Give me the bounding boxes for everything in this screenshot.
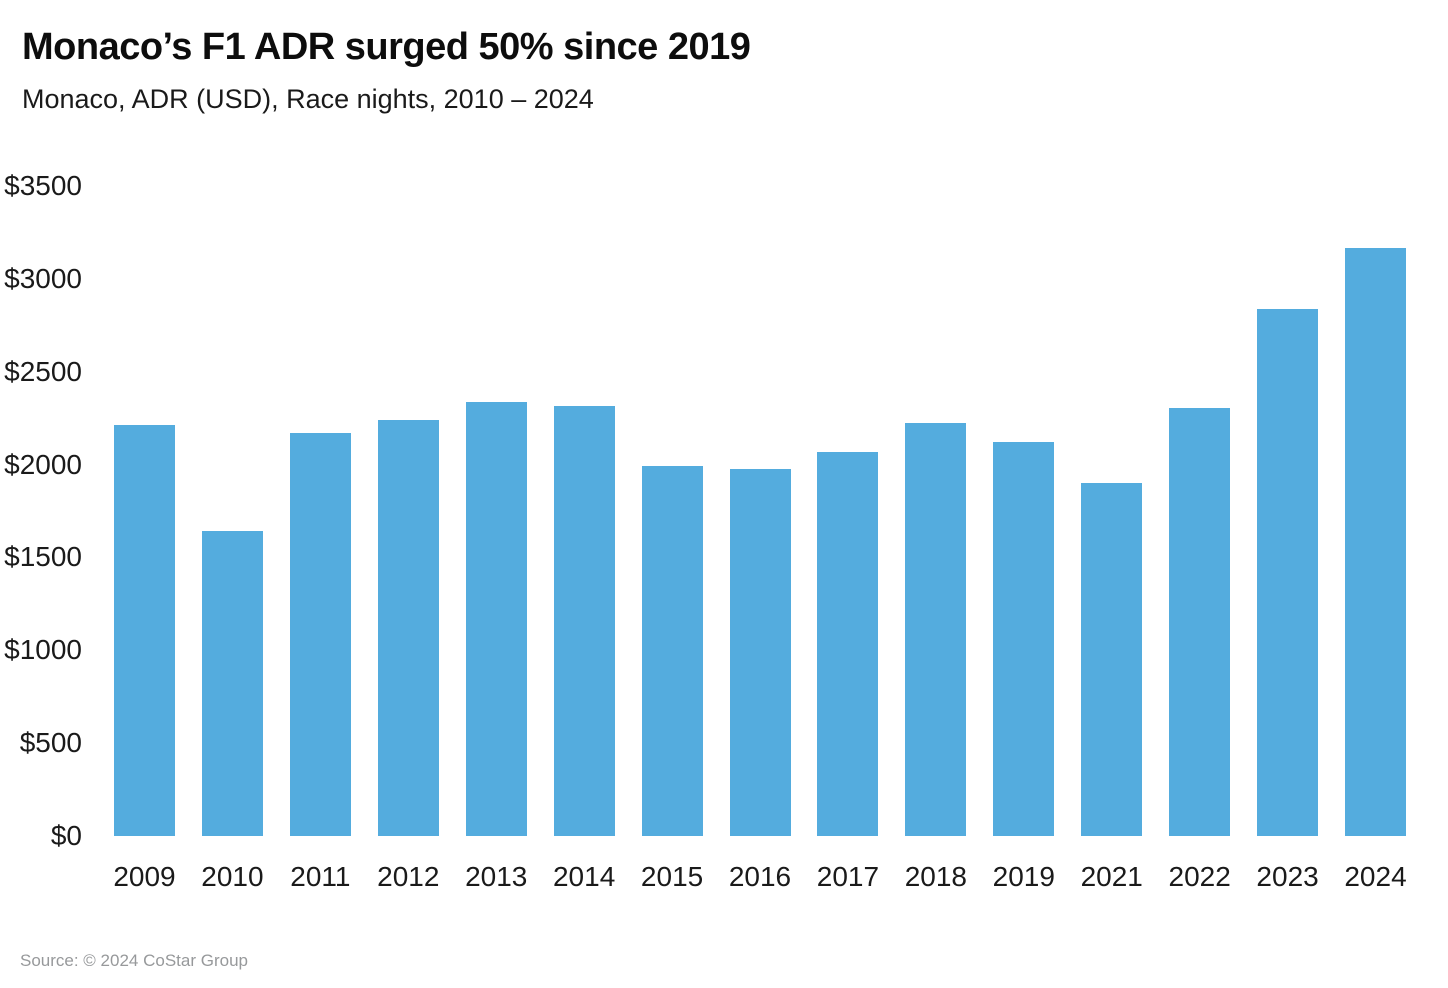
bar-2021 (1081, 483, 1143, 836)
x-axis-label-2017: 2017 (816, 861, 880, 892)
bar-2019 (993, 442, 1055, 836)
x-axis-label-2012: 2012 (377, 861, 440, 892)
bar-2013 (465, 402, 527, 836)
bar-2024 (1345, 248, 1407, 836)
bar-2009 (114, 424, 175, 836)
y-axis-tick-label: $500 (19, 727, 82, 759)
bar-2017 (817, 451, 879, 836)
x-axis-label-2015: 2015 (640, 861, 704, 892)
x-axis-label-2023: 2023 (1256, 861, 1319, 892)
x-axis-label-2011: 2011 (290, 861, 351, 892)
x-axis-label-2014: 2014 (552, 861, 616, 892)
bar-2016 (729, 469, 791, 836)
bar-2023 (1257, 308, 1319, 836)
bar-2010 (201, 531, 263, 836)
bar-2015 (641, 465, 703, 836)
x-axis-label-2018: 2018 (904, 861, 967, 892)
bar-2014 (553, 406, 615, 836)
y-axis-tick-label: $2500 (4, 355, 82, 387)
bar-2022 (1169, 407, 1231, 836)
y-axis-tick-label: $0 (50, 820, 82, 851)
x-axis-label-2024: 2024 (1344, 861, 1407, 892)
bar-2012 (377, 420, 439, 836)
y-axis-tick-label: $3500 (4, 170, 82, 201)
x-axis-label-2009: 2009 (113, 861, 176, 892)
x-axis-label-2010: 2010 (201, 861, 264, 892)
source-attribution: Source: © 2024 CoStar Group (20, 951, 248, 970)
y-axis-tick-label: $1500 (4, 541, 82, 573)
bar-2011 (289, 433, 351, 836)
chart-subtitle: Monaco, ADR (USD), Race nights, 2010 – 2… (22, 84, 594, 114)
y-axis-tick-label: $2000 (4, 448, 82, 480)
bar-2018 (905, 422, 967, 836)
chart-title: Monaco’s F1 ADR surged 50% since 2019 (22, 26, 751, 68)
x-axis-label-2022: 2022 (1168, 861, 1231, 892)
x-axis-label-2016: 2016 (728, 861, 792, 892)
x-axis-label-2019: 2019 (992, 861, 1055, 892)
y-axis-tick-label: $1000 (4, 634, 82, 666)
y-axis-tick-label: $3000 (4, 262, 82, 294)
x-axis-label-2021: 2021 (1080, 861, 1143, 892)
x-axis-label-2013: 2013 (465, 861, 528, 892)
